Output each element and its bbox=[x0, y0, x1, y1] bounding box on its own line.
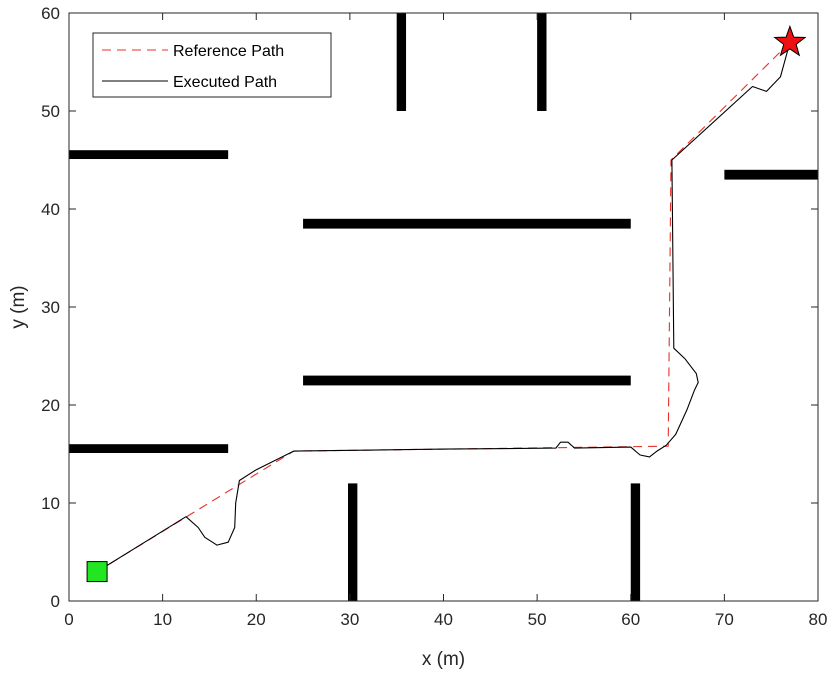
y-ticks: 0 10 20 30 40 50 60 bbox=[41, 4, 818, 611]
series-layer bbox=[96, 42, 791, 573]
y-tick-label: 50 bbox=[41, 102, 60, 121]
legend-box bbox=[92, 32, 332, 98]
x-tick-label: 70 bbox=[715, 610, 734, 629]
start-marker bbox=[86, 561, 108, 583]
y-axis-label: y (m) bbox=[8, 285, 29, 328]
obstacle-0 bbox=[69, 444, 229, 454]
obstacle-1 bbox=[69, 150, 229, 160]
x-tick-label: 80 bbox=[809, 610, 828, 629]
x-tick-label: 60 bbox=[621, 610, 640, 629]
plot-area bbox=[69, 13, 818, 601]
x-tick-label: 40 bbox=[434, 610, 453, 629]
obstacle-2 bbox=[303, 375, 631, 386]
obstacles bbox=[69, 13, 818, 601]
x-axis-label: x (m) bbox=[422, 649, 465, 670]
x-ticks: 0 10 20 30 40 50 60 70 80 bbox=[64, 13, 827, 629]
x-tick-label: 20 bbox=[247, 610, 266, 629]
y-tick-label: 60 bbox=[41, 4, 60, 23]
series-line-reference bbox=[96, 42, 791, 573]
markers bbox=[86, 24, 807, 583]
y-tick-label: 40 bbox=[41, 200, 60, 219]
legend: Reference Path Executed Path bbox=[92, 32, 332, 98]
obstacle-5 bbox=[396, 13, 407, 111]
x-tick-label: 50 bbox=[528, 610, 547, 629]
x-tick-label: 10 bbox=[153, 610, 172, 629]
series-line-executed bbox=[96, 42, 791, 573]
y-tick-label: 0 bbox=[51, 592, 60, 611]
legend-label-reference: Reference Path bbox=[173, 43, 284, 60]
obstacle-4 bbox=[724, 169, 818, 180]
x-tick-label: 0 bbox=[64, 610, 73, 629]
x-tick-label: 30 bbox=[340, 610, 359, 629]
obstacle-7 bbox=[348, 483, 358, 601]
y-tick-label: 30 bbox=[41, 298, 60, 317]
legend-label-executed: Executed Path bbox=[173, 74, 277, 91]
obstacle-8 bbox=[630, 483, 641, 601]
obstacle-6 bbox=[537, 13, 547, 111]
y-tick-label: 10 bbox=[41, 494, 60, 513]
goal-marker bbox=[773, 24, 807, 57]
obstacle-3 bbox=[303, 218, 631, 229]
y-tick-label: 20 bbox=[41, 396, 60, 415]
